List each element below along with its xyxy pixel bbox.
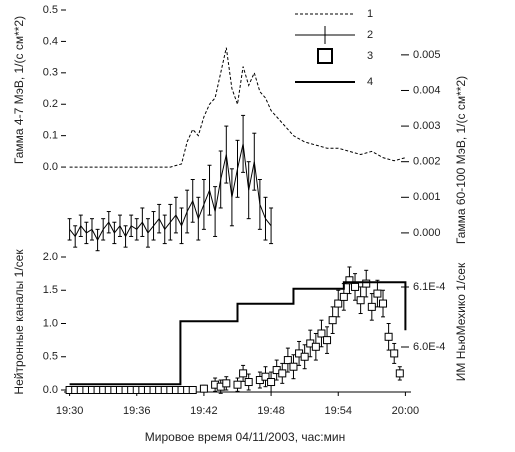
x-tick-label: 19:42	[190, 405, 218, 417]
x-axis-title: Мировое время 04/11/2003, час:мин	[145, 430, 345, 444]
y2-tick-label: 0.003	[413, 120, 441, 132]
data-point	[283, 356, 292, 365]
data-point	[367, 302, 376, 311]
y-tick-label: 0.2	[43, 98, 58, 110]
legend-label: 2	[367, 29, 373, 41]
data-point	[395, 369, 404, 378]
data-point	[278, 369, 287, 378]
x-tick-label: 19:48	[257, 405, 285, 417]
data-point	[328, 316, 337, 325]
y-axis-title: Нейтронные каналы 1/сек	[12, 249, 26, 395]
data-point	[289, 362, 298, 371]
y-tick-label: 0.5	[43, 4, 58, 16]
x-tick-label: 19:36	[123, 405, 151, 417]
y2-axis-title: Гамма 60-100 МэВ, 1/(с см**2)	[454, 76, 468, 244]
y-tick-label: 0.1	[43, 130, 58, 142]
data-point	[199, 384, 208, 393]
data-point	[345, 276, 354, 285]
data-point	[339, 292, 348, 301]
y2-tick-label: 0.005	[413, 49, 441, 61]
y2-tick-label: 6.0E-4	[413, 341, 445, 353]
data-point	[351, 282, 360, 291]
y2-tick-label: 0.002	[413, 156, 441, 168]
legend-label: 3	[367, 50, 373, 62]
y-tick-label: 2.0	[43, 251, 58, 263]
data-point	[373, 289, 382, 298]
series-line	[69, 281, 407, 386]
y-tick-label: 0.5	[43, 351, 58, 363]
data-point	[261, 372, 270, 381]
y-tick-label: 1.5	[43, 284, 58, 296]
legend-label: 1	[367, 8, 373, 20]
y2-tick-label: 0.000	[413, 227, 441, 239]
data-point	[384, 332, 393, 341]
legend-swatch	[317, 48, 333, 64]
y-tick-label: 0.0	[43, 161, 58, 173]
data-point	[188, 386, 197, 395]
data-point	[222, 379, 231, 388]
x-tick-label: 19:54	[324, 405, 352, 417]
y2-axis-title: ИМ НьюМехико 1/сек	[454, 262, 468, 381]
data-point	[317, 329, 326, 338]
data-point	[323, 336, 332, 345]
data-point	[239, 369, 248, 378]
y-axis-title: Гамма 4-7 МэВ, 1/(с см**2)	[12, 16, 26, 164]
data-point	[311, 342, 320, 351]
y2-tick-label: 0.001	[413, 191, 441, 203]
data-point	[233, 380, 242, 389]
series-line	[69, 47, 406, 168]
y2-tick-label: 0.004	[413, 84, 441, 96]
data-point	[244, 378, 253, 387]
x-tick-label: 19:30	[56, 405, 84, 417]
data-point	[334, 299, 343, 308]
legend-label: 4	[367, 76, 373, 88]
data-point	[300, 352, 309, 361]
y-tick-label: 0.3	[43, 67, 58, 79]
y2-tick-label: 6.1E-4	[413, 281, 445, 293]
data-point	[390, 349, 399, 358]
data-point	[356, 296, 365, 305]
data-point	[379, 299, 388, 308]
y-tick-label: 0.4	[43, 35, 58, 47]
x-tick-label: 20:00	[392, 405, 420, 417]
data-point	[267, 378, 276, 387]
data-point	[362, 279, 371, 288]
y-tick-label: 1.0	[43, 317, 58, 329]
y-tick-label: 0.0	[43, 384, 58, 396]
